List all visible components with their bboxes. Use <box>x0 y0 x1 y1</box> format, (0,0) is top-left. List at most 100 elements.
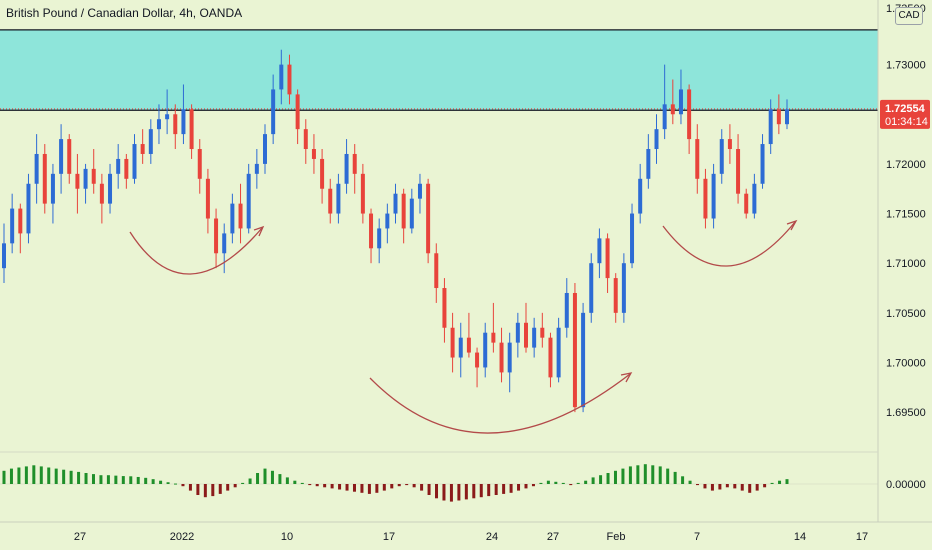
histogram-bar <box>91 474 95 484</box>
price-tick: 1.71500 <box>886 209 926 221</box>
candle <box>263 124 267 174</box>
candle <box>369 208 374 264</box>
candle-body <box>638 178 643 214</box>
candle-body <box>10 208 15 244</box>
candle <box>108 163 113 214</box>
candle-body <box>524 322 528 348</box>
candle <box>483 322 488 378</box>
candle-body <box>434 253 439 289</box>
candle <box>687 84 692 154</box>
candle-body <box>744 193 749 214</box>
histogram-bar <box>494 484 498 495</box>
candle-body <box>409 198 414 229</box>
candle <box>426 178 431 264</box>
candle <box>646 134 651 189</box>
price-tick: 1.72000 <box>886 159 926 171</box>
candle <box>752 173 757 219</box>
arc-right <box>662 221 796 267</box>
histogram-bar <box>24 466 28 484</box>
histogram-bar <box>688 480 692 484</box>
currency-button[interactable]: CAD <box>895 7 923 25</box>
candle <box>564 278 569 338</box>
histogram-bar <box>241 482 245 484</box>
candle-body <box>246 173 251 229</box>
candle-body <box>442 288 447 328</box>
candle-body <box>50 173 55 204</box>
time-tick: Feb <box>607 531 626 543</box>
histogram-bar <box>77 471 81 484</box>
candle <box>214 208 219 269</box>
histogram-bar <box>427 484 431 495</box>
time-tick: 7 <box>694 531 700 543</box>
candle <box>377 218 382 264</box>
candle <box>222 223 227 274</box>
candle-body <box>91 168 96 184</box>
candle-body <box>662 104 667 130</box>
candle <box>548 332 553 388</box>
candle <box>287 54 292 105</box>
histogram-bar <box>270 470 274 484</box>
candle <box>589 253 594 323</box>
candle <box>189 104 194 159</box>
candle-body <box>776 109 781 125</box>
arc-left <box>129 227 263 275</box>
candle <box>785 99 789 130</box>
histogram-bar <box>62 469 66 484</box>
candle <box>475 347 480 388</box>
histogram-bar <box>375 484 379 493</box>
histogram-bar <box>315 484 319 487</box>
candle-body <box>173 114 178 135</box>
candle-body <box>165 114 170 120</box>
candle <box>67 134 72 184</box>
candle-body <box>711 173 716 219</box>
candle-body <box>621 263 626 313</box>
histogram-bar <box>32 465 36 484</box>
time-tick: 10 <box>281 531 293 543</box>
candle-body <box>181 109 186 135</box>
candle <box>328 178 333 224</box>
histogram-bar <box>539 482 543 484</box>
candle <box>662 64 667 140</box>
histogram-bar <box>569 484 573 486</box>
time-tick: 27 <box>547 531 559 543</box>
candle <box>26 173 31 244</box>
candle <box>165 89 170 135</box>
candle <box>116 144 121 189</box>
candle-body <box>556 327 561 378</box>
candle-body <box>752 183 757 214</box>
histogram-bar <box>778 480 782 484</box>
histogram-bar <box>606 473 610 484</box>
histogram-bar <box>703 484 707 489</box>
histogram-bar <box>39 466 43 484</box>
candle-body <box>271 89 276 135</box>
candle-body <box>581 312 586 408</box>
arc-middle-arrowhead <box>620 372 633 383</box>
candle-body <box>263 134 267 164</box>
histogram-bar <box>584 480 588 484</box>
candle <box>638 163 643 224</box>
histogram-bar <box>546 480 550 484</box>
candle-body <box>426 183 431 254</box>
candle <box>75 153 80 214</box>
candle-body <box>148 129 153 154</box>
candle <box>132 134 137 184</box>
candle-body <box>507 342 512 373</box>
histogram-bar <box>785 479 789 484</box>
candle <box>320 149 325 204</box>
candle <box>336 173 341 224</box>
histogram-bar <box>181 484 185 487</box>
histogram-bar <box>509 484 513 493</box>
candle <box>344 139 349 194</box>
histogram-bar <box>129 476 133 484</box>
candle-body <box>83 168 88 189</box>
candle <box>760 134 765 189</box>
candle <box>50 163 55 224</box>
histogram-bar <box>613 470 617 484</box>
symbol-title[interactable]: British Pound / Canadian Dollar, 4h, OAN… <box>6 6 243 20</box>
candle-body <box>2 243 6 269</box>
candle <box>572 283 577 413</box>
histogram-bar <box>256 473 260 484</box>
candle-body <box>222 233 227 254</box>
price-tick: 1.70500 <box>886 308 926 320</box>
